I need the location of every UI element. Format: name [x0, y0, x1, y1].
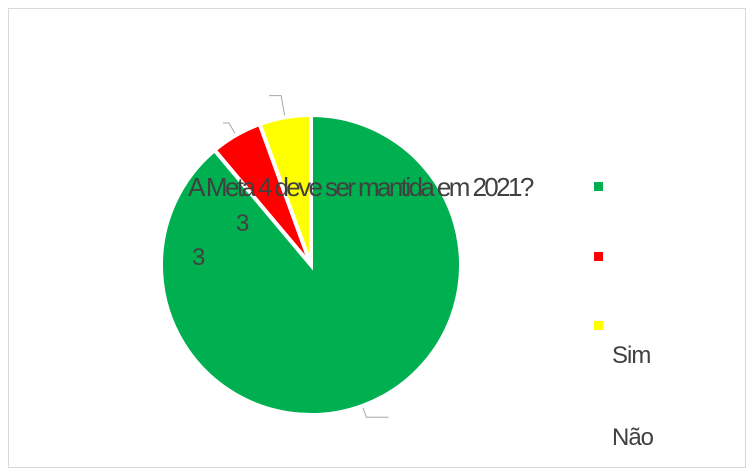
leader-line-sim — [362, 407, 389, 418]
leader-line-nao — [223, 122, 236, 134]
data-label-nao: 3 — [236, 210, 250, 237]
legend-label-sim: Sim — [612, 342, 651, 369]
pie-slice-third — [257, 112, 313, 266]
legend-swatch-nao — [594, 252, 603, 261]
legend-swatch-third — [594, 321, 603, 330]
data-label-third: 3 — [192, 244, 206, 271]
chart-title: A Meta 4 deve ser mantida em 2021? — [188, 172, 534, 202]
legend-label-nao: Não — [612, 424, 654, 451]
legend-swatch-sim — [594, 182, 603, 191]
leader-line-third — [269, 95, 286, 116]
